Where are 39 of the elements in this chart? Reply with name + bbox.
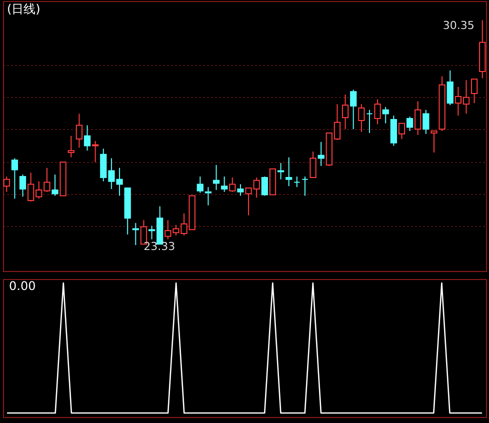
candlestick	[446, 70, 454, 106]
candlestick	[342, 94, 349, 130]
candlestick	[11, 158, 18, 200]
candlestick	[302, 176, 308, 196]
candlestick	[470, 78, 478, 104]
candlestick	[382, 106, 389, 124]
chart-title: (日线)	[7, 2, 40, 16]
candlestick	[414, 100, 422, 136]
candlestick	[350, 89, 357, 130]
candlestick	[196, 176, 204, 194]
candlestick	[76, 113, 83, 148]
candlestick	[398, 122, 406, 140]
candlestick	[237, 184, 244, 196]
candlestick	[390, 115, 397, 146]
candlestick	[52, 174, 58, 196]
candlestick	[229, 176, 236, 192]
candlestick	[286, 156, 292, 187]
annotation: 23.33	[144, 240, 176, 254]
candlestick	[19, 174, 26, 198]
annotation: 0.00	[9, 279, 36, 293]
candlestick	[132, 222, 139, 246]
candlestick	[84, 124, 91, 152]
candlestick	[358, 104, 365, 132]
candlestick	[318, 141, 324, 166]
candlestick	[204, 186, 212, 206]
candlestick	[406, 116, 414, 132]
candlestick	[92, 140, 99, 163]
annotation: 30.35	[442, 19, 474, 32]
candlestick	[221, 176, 228, 192]
candlestick	[68, 135, 74, 158]
candlestick	[430, 130, 438, 153]
candlestick	[3, 176, 10, 192]
candlestick	[261, 176, 268, 196]
candlestick	[310, 151, 316, 178]
candlestick	[422, 109, 430, 134]
candlestick	[374, 98, 381, 125]
candlestick	[294, 176, 300, 188]
candlestick	[366, 109, 373, 134]
candlestick	[212, 164, 220, 190]
